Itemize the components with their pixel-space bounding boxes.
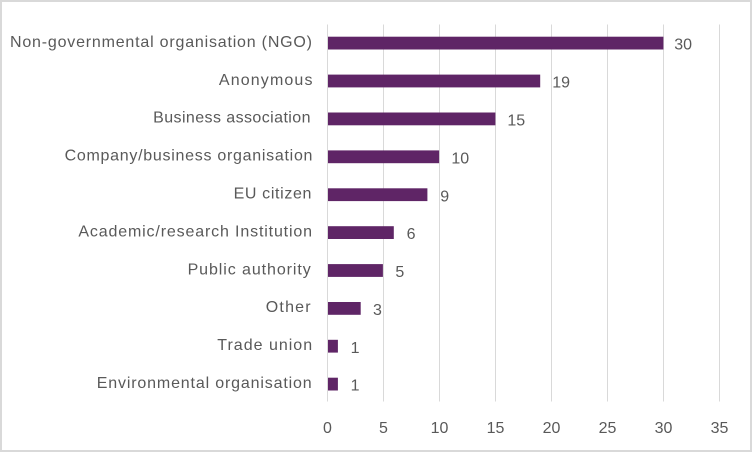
svg-text:9: 9 (440, 188, 449, 205)
svg-text:Other: Other (266, 299, 312, 316)
svg-text:20: 20 (543, 420, 561, 437)
svg-text:EU citizen: EU citizen (234, 186, 313, 203)
svg-text:Company/business organisation: Company/business organisation (65, 148, 314, 165)
svg-text:Non-governmental organisation: Non-governmental organisation (NGO) (10, 34, 313, 51)
svg-text:3: 3 (373, 302, 382, 319)
svg-text:Anonymous: Anonymous (219, 72, 314, 89)
svg-text:Trade union: Trade union (217, 337, 313, 354)
svg-text:10: 10 (431, 420, 449, 437)
svg-text:Environmental organisation: Environmental organisation (97, 375, 313, 392)
svg-text:5: 5 (395, 264, 404, 281)
svg-text:19: 19 (552, 75, 570, 92)
svg-text:Academic/research Institution: Academic/research Institution (78, 223, 313, 240)
svg-text:Business association: Business association (153, 110, 311, 127)
svg-text:Public authority: Public authority (188, 261, 312, 278)
svg-text:6: 6 (407, 226, 416, 243)
svg-text:10: 10 (451, 150, 469, 167)
svg-text:15: 15 (507, 113, 525, 130)
svg-text:30: 30 (674, 37, 692, 54)
svg-text:5: 5 (379, 420, 388, 437)
svg-text:1: 1 (351, 378, 360, 395)
svg-text:25: 25 (599, 420, 617, 437)
svg-text:15: 15 (487, 420, 505, 437)
svg-text:35: 35 (711, 420, 729, 437)
svg-text:0: 0 (323, 420, 332, 437)
svg-text:30: 30 (655, 420, 673, 437)
svg-text:1: 1 (351, 340, 360, 357)
